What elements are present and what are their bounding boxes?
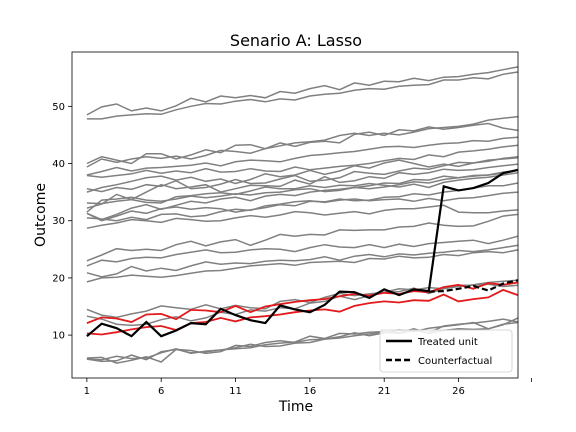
y-axis-label: Outcome	[33, 183, 49, 247]
legend-label-treated-unit: Treated unit	[417, 337, 478, 348]
legend: Treated unit Counterfactual	[379, 329, 513, 373]
y-tick-label: 20	[52, 273, 65, 284]
control-series-line-21	[86, 283, 519, 327]
y-tick-label: 50	[52, 102, 65, 113]
treated-unit-line	[86, 168, 519, 338]
counterfactual-line	[428, 279, 519, 293]
y-tick-label: 40	[52, 159, 65, 170]
x-tick-label: 11	[229, 386, 242, 397]
x-tick-label: 16	[303, 386, 316, 397]
control-series-line-11	[86, 169, 519, 221]
plot-area	[86, 66, 519, 364]
control-series-line-10	[86, 169, 519, 213]
legend-box	[379, 329, 513, 373]
x-tick-label: 21	[378, 386, 391, 397]
x-axis-ticks: 1 6 11 16 21 26	[84, 378, 532, 397]
x-tick-label: 6	[158, 386, 164, 397]
chart-title: Senario A: Lasso	[230, 31, 362, 50]
y-tick-label: 30	[52, 216, 65, 227]
control-series-line-13	[86, 182, 519, 222]
x-axis-label: Time	[278, 399, 313, 415]
control-series-line-24	[86, 318, 519, 363]
control-series-line-14	[86, 191, 519, 222]
control-series-line-16	[86, 213, 519, 262]
y-tick-label: 10	[52, 331, 65, 342]
control-series-line-19	[86, 249, 519, 283]
control-series-line-9	[86, 163, 519, 209]
control-series-line-12	[86, 171, 519, 205]
legend-label-counterfactual: Counterfactual	[418, 356, 492, 367]
y-axis-ticks: 10 20 30 40 50	[52, 102, 72, 342]
control-series-line-4	[86, 115, 519, 168]
control-series-line-18	[86, 244, 519, 278]
control-series-line-17	[86, 235, 519, 267]
x-tick-label: 1	[84, 386, 90, 397]
control-series-line-6	[86, 144, 519, 179]
axes-frame	[71, 51, 519, 379]
control-series-line-2	[86, 71, 519, 120]
x-tick-label: 26	[452, 386, 465, 397]
control-series-line-3	[86, 122, 519, 165]
control-series-line-15	[86, 204, 519, 229]
control-series-line-5	[86, 136, 519, 176]
control-series-line-8	[86, 157, 519, 193]
control-series-line-1	[86, 66, 519, 116]
highlighted-series-line-1	[86, 281, 519, 324]
